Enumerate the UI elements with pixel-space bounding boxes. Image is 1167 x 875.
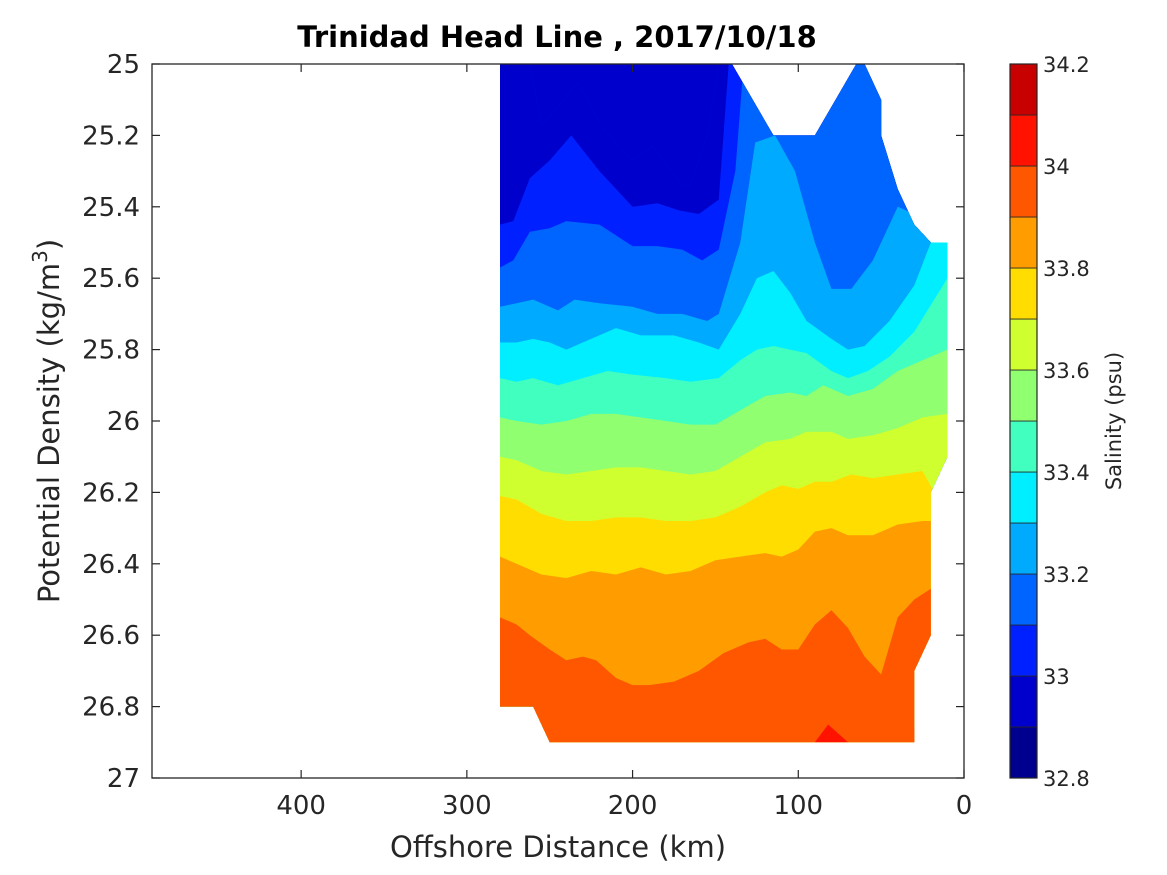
- y-tick-label: 27: [107, 764, 140, 794]
- colorbar-swatch: [1009, 267, 1038, 320]
- y-tick-label: 26.4: [82, 550, 140, 580]
- colorbar-swatch: [1009, 522, 1038, 575]
- y-tick-label: 25.8: [82, 336, 140, 366]
- x-tick-label: 300: [442, 791, 492, 821]
- y-tick-label: 25.2: [82, 121, 140, 151]
- y-tick-label: 25.4: [82, 193, 140, 223]
- y-ticks: 25 25.2 25.4 25.6 25.8 26 26.2 26.4 26.6 26.8 27: [82, 50, 964, 794]
- contour-band-11: [500, 588, 948, 743]
- colorbar-tick-label: 33: [1043, 665, 1070, 689]
- colorbar-title: Salinity (psu): [1102, 352, 1126, 490]
- colorbar-tick-label: 32.8: [1043, 767, 1090, 791]
- colorbar-tick-label: 34: [1043, 155, 1070, 179]
- chart-title: Trinidad Head Line , 2017/10/18: [297, 20, 817, 54]
- colorbar-swatch: [1009, 471, 1038, 524]
- x-ticks: 400 300 200 100 0: [276, 64, 972, 821]
- colorbar-frame: [1009, 63, 1038, 779]
- contour-band-12: [814, 724, 848, 743]
- plot-area: 400 300 200 100 0 25 25.2 25.4 25.6 25.8 26 26.2 26…: [82, 50, 972, 821]
- colorbar-swatch: [1009, 63, 1038, 116]
- colorbar-tick-label: 33.2: [1043, 563, 1090, 587]
- y-tick-label: 26.2: [82, 478, 140, 508]
- colorbar-swatch: [1009, 165, 1038, 218]
- colorbar-tick-label: 33.6: [1043, 359, 1090, 383]
- y-tick-label: 25.6: [82, 264, 140, 294]
- y-axis-label-text: Potential Density (kg/m: [32, 263, 66, 603]
- contour-band-core: [529, 64, 719, 186]
- y-tick-label: 26.6: [82, 621, 140, 651]
- colorbar-swatch: [1009, 369, 1038, 422]
- y-tick-label: 26.8: [82, 693, 140, 723]
- colorbar-swatch: [1009, 114, 1038, 167]
- x-tick-label: 100: [773, 791, 823, 821]
- contour-band-12-b: [914, 728, 923, 743]
- colorbar-tick-label: 33.8: [1043, 257, 1090, 281]
- y-axis-label: Potential Density (kg/m3): [28, 239, 66, 603]
- colorbar-swatch: [1009, 420, 1038, 473]
- x-tick-label: 0: [956, 791, 973, 821]
- colorbar: 32.8 33 33.2 33.4 33.6 33.8 34 34.2: [1009, 53, 1090, 791]
- contour-bands: [500, 64, 948, 743]
- colorbar-swatch: [1009, 624, 1038, 677]
- y-tick-label: 26: [107, 407, 140, 437]
- x-tick-label: 200: [608, 791, 658, 821]
- x-axis-label: Offshore Distance (km): [390, 830, 726, 864]
- colorbar-tick-label: 33.4: [1043, 461, 1090, 485]
- colorbar-swatch: [1009, 573, 1038, 626]
- y-axis-label-close: ): [32, 239, 66, 250]
- x-tick-label: 400: [276, 791, 326, 821]
- colorbar-swatch: [1009, 726, 1038, 779]
- colorbar-swatch: [1009, 216, 1038, 269]
- y-axis-label-superscript: 3: [28, 250, 52, 263]
- colorbar-swatch: [1009, 318, 1038, 371]
- colorbar-swatch: [1009, 675, 1038, 728]
- y-tick-label: 25: [107, 50, 140, 80]
- colorbar-tick-label: 34.2: [1043, 53, 1090, 77]
